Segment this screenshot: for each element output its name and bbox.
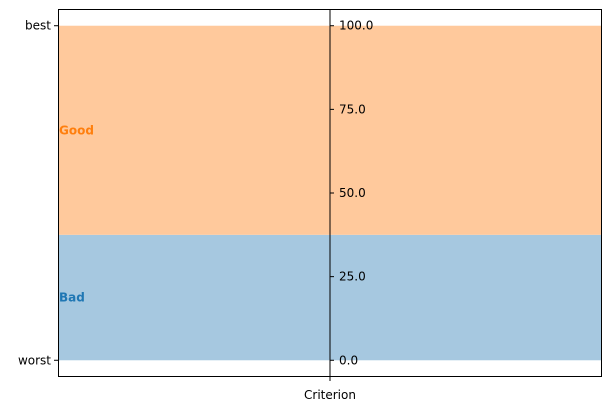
center-tick-label: 100.0 (339, 19, 373, 33)
left-axis-ticks: best worst (18, 19, 58, 367)
band-label-good: Good (59, 123, 94, 137)
band-labels: Bad Good (59, 123, 94, 304)
x-axis-label: Criterion (304, 388, 356, 402)
left-tick-label: worst (18, 353, 51, 367)
center-tick-label: 0.0 (339, 353, 358, 367)
band-label-bad: Bad (59, 291, 85, 305)
center-tick-label: 75.0 (339, 102, 366, 116)
center-tick-label: 25.0 (339, 270, 366, 284)
center-axis-ticks: 100.0 75.0 50.0 25.0 0.0 (330, 19, 373, 367)
center-tick-label: 50.0 (339, 186, 366, 200)
left-tick-label: best (25, 19, 51, 33)
